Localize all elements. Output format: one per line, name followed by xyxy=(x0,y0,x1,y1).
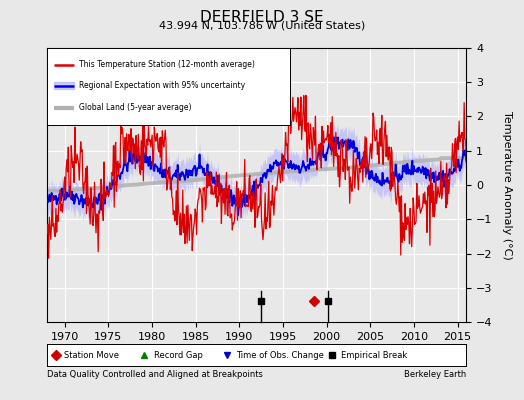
Text: Empirical Break: Empirical Break xyxy=(341,350,407,360)
Text: Berkeley Earth: Berkeley Earth xyxy=(404,370,466,379)
Text: Data Quality Controlled and Aligned at Breakpoints: Data Quality Controlled and Aligned at B… xyxy=(47,370,263,379)
Text: 43.994 N, 103.786 W (United States): 43.994 N, 103.786 W (United States) xyxy=(159,21,365,31)
Text: DEERFIELD 3 SE: DEERFIELD 3 SE xyxy=(200,10,324,25)
Text: Time of Obs. Change: Time of Obs. Change xyxy=(236,350,324,360)
Text: Record Gap: Record Gap xyxy=(154,350,203,360)
Text: Station Move: Station Move xyxy=(64,350,119,360)
Y-axis label: Temperature Anomaly (°C): Temperature Anomaly (°C) xyxy=(502,111,512,259)
